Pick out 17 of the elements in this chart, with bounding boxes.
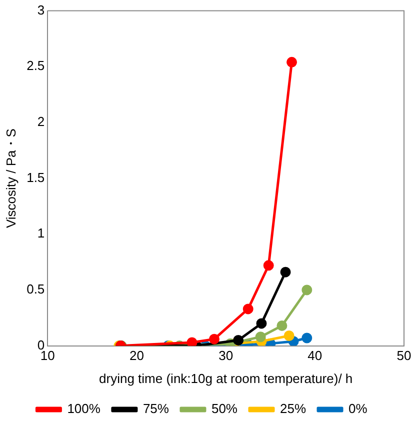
- legend-label: 50%: [211, 401, 238, 416]
- x-tick-label: 50: [396, 348, 412, 364]
- y-tick-label: 0.5: [26, 282, 45, 297]
- legend-label: 100%: [67, 401, 101, 416]
- legend-label: 0%: [348, 401, 368, 416]
- x-tick-label: 30: [218, 348, 234, 364]
- x-axis-title: drying time (ink:10g at room temperature)/ h: [99, 370, 353, 386]
- y-tick-label: 2.5: [26, 58, 45, 74]
- legend-label: 25%: [280, 401, 306, 416]
- legend-label: 75%: [142, 401, 170, 416]
- y-tick-label: 3: [37, 2, 45, 18]
- y-tick-label: 1.5: [26, 170, 45, 185]
- x-tick-label: 20: [130, 348, 144, 364]
- y-tick-label: 2: [37, 114, 45, 130]
- y-tick-label: 1: [37, 226, 45, 241]
- y-axis-title: Viscosity / Pa・S: [3, 128, 18, 228]
- x-tick-label: 40: [308, 348, 322, 364]
